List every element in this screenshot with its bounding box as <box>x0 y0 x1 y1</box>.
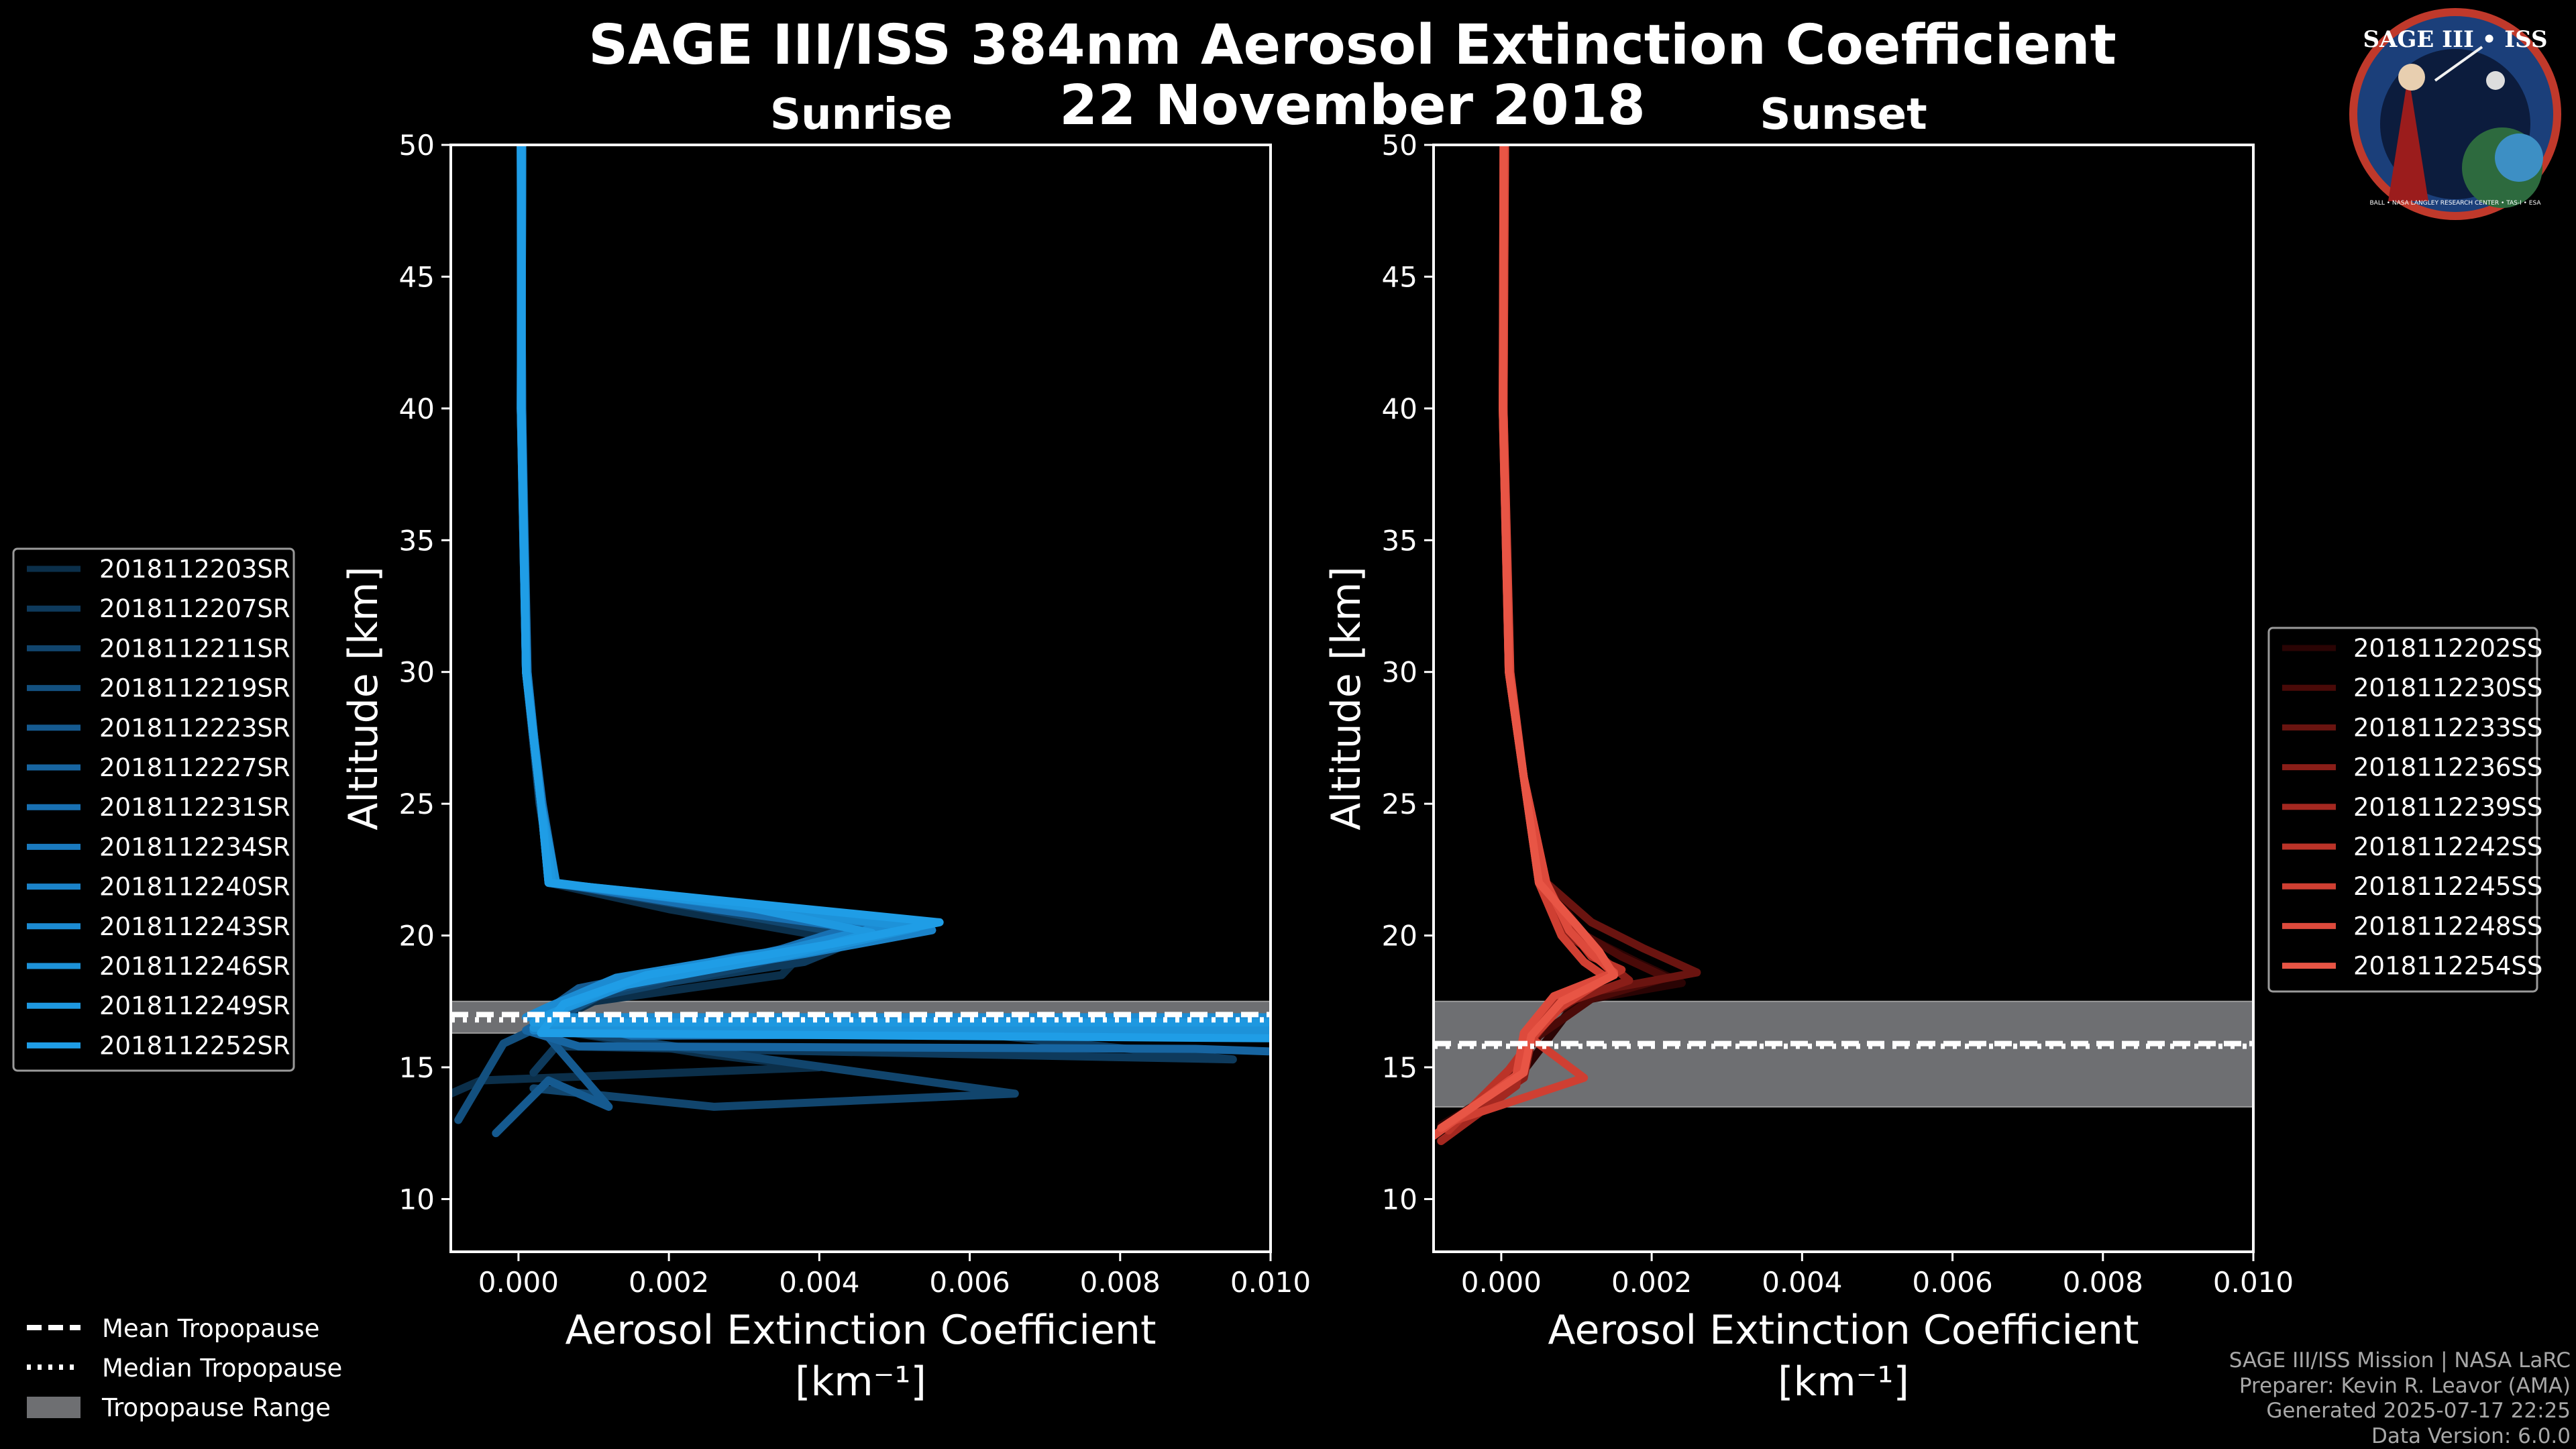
legend-label-2018112203SR: 2018112203SR <box>99 555 290 584</box>
legend-label-2018112245SS: 2018112245SS <box>2353 872 2542 901</box>
y-tick-label: 30 <box>1382 656 1417 689</box>
series-line-2018112245SS <box>1452 145 1611 1124</box>
panel-title-sunset: Sunset <box>1760 90 1927 140</box>
credit-generated: Generated 2025-07-17 22:25 <box>2266 1399 2571 1423</box>
credit-preparer: Preparer: Kevin R. Leavor (AMA) <box>2239 1374 2571 1398</box>
x-tick-label: 0.008 <box>1080 1266 1161 1299</box>
legend-label-2018112242SS: 2018112242SS <box>2353 833 2542 861</box>
legend-label-2018112246SR: 2018112246SR <box>99 952 290 981</box>
y-tick-label: 35 <box>1382 524 1417 557</box>
plot-frame <box>449 144 1272 1253</box>
chart-title-line2: 22 November 2018 <box>1059 74 1646 138</box>
legend-label-2018112219SR: 2018112219SR <box>99 674 290 703</box>
y-axis-label: Altitude [km] <box>340 566 387 830</box>
x-tick-label: 0.002 <box>1611 1266 1692 1299</box>
x-tick-label: 0.006 <box>929 1266 1010 1299</box>
sunrise-plot: 10 15 20 25 30 35 40 45 50 0.000 0.002 0.004 0.006 0.… <box>340 129 1311 1405</box>
x-tick-label: 0.010 <box>1230 1266 1311 1299</box>
x-tick-label: 0.004 <box>1762 1266 1842 1299</box>
legend-label-2018112211SR: 2018112211SR <box>99 634 290 663</box>
legend-label-2018112233SS: 2018112233SS <box>2353 713 2542 742</box>
median-tropopause-label: Median Tropopause <box>102 1354 342 1383</box>
logo-title: SAGE III • ISS <box>2363 26 2547 53</box>
credit-data-version: Data Version: 6.0.0 <box>2371 1424 2571 1448</box>
tropopause-range-label: Tropopause Range <box>101 1393 331 1422</box>
x-tick-label: 0.000 <box>1461 1266 1542 1299</box>
legend-label-2018112239SS: 2018112239SS <box>2353 793 2542 822</box>
mean-tropopause-label: Mean Tropopause <box>102 1314 320 1343</box>
x-tick-label: 0.008 <box>2063 1266 2143 1299</box>
x-tick-label: 0.004 <box>779 1266 859 1299</box>
x-tick-label: 0.002 <box>629 1266 709 1299</box>
y-tick-label: 45 <box>399 260 435 293</box>
plot-area <box>1434 145 2253 1145</box>
series-line-2018112243SR <box>517 145 1271 1022</box>
chart-title-line1: SAGE III/ISS 384nm Aerosol Extinction Co… <box>588 13 2116 77</box>
x-axis-units: [km⁻¹] <box>795 1358 926 1405</box>
x-tick-label: 0.010 <box>2213 1266 2294 1299</box>
sunrise-legend: 2018112203SR 2018112207SR 2018112211SR 2018… <box>12 547 295 1072</box>
legend-label-2018112230SS: 2018112230SS <box>2353 674 2542 702</box>
y-tick-label: 30 <box>399 656 435 689</box>
legend-label-2018112254SS: 2018112254SS <box>2353 952 2542 981</box>
legend-label-2018112227SR: 2018112227SR <box>99 753 290 782</box>
y-tick-label: 10 <box>1382 1183 1417 1216</box>
tropopause-range-band <box>1434 1000 2253 1108</box>
legend-label-2018112240SR: 2018112240SR <box>99 873 290 902</box>
legend-label-2018112231SR: 2018112231SR <box>99 793 290 822</box>
panel-title-sunrise: Sunrise <box>770 90 953 140</box>
x-axis-units: [km⁻¹] <box>1778 1358 1909 1405</box>
y-tick-label: 50 <box>399 129 435 162</box>
x-tick-label: 0.000 <box>478 1266 559 1299</box>
y-tick-label: 40 <box>399 392 435 425</box>
legend-label-2018112252SR: 2018112252SR <box>99 1031 290 1060</box>
y-tick-label: 25 <box>1382 788 1417 820</box>
plot-area <box>451 145 1271 1138</box>
series-line-2018112233SS <box>1452 145 1701 1127</box>
y-tick-label: 15 <box>399 1051 435 1084</box>
sage-iii-iss-logo: SAGE III • ISS BALL • NASA LANGLEY RESEA… <box>2349 8 2561 220</box>
legend-label-2018112248SS: 2018112248SS <box>2353 912 2542 941</box>
credit-mission: SAGE III/ISS Mission | NASA LaRC <box>2229 1348 2571 1373</box>
y-tick-label: 45 <box>1382 260 1417 293</box>
tropopause-range-swatch <box>27 1397 80 1418</box>
y-axis-label: Altitude [km] <box>1323 566 1370 830</box>
y-tick-label: 40 <box>1382 392 1417 425</box>
y-tick-label: 20 <box>1382 920 1417 953</box>
x-axis-label: Aerosol Extinction Coefficient <box>1548 1307 2139 1354</box>
y-tick-label: 10 <box>399 1183 435 1216</box>
legend-label-2018112234SR: 2018112234SR <box>99 833 290 861</box>
legend-label-2018112243SR: 2018112243SR <box>99 912 290 941</box>
sunset-plot: 10 15 20 25 30 35 40 45 50 0.000 0.002 0.004 0.006 0.… <box>1323 129 2294 1405</box>
legend-label-2018112207SR: 2018112207SR <box>99 594 290 623</box>
y-tick-label: 25 <box>399 788 435 820</box>
legend-label-2018112223SR: 2018112223SR <box>99 714 290 743</box>
x-tick-label: 0.006 <box>1912 1266 1992 1299</box>
series-line-2018112254SS <box>1437 145 1619 1132</box>
plot-frame <box>1432 144 2255 1253</box>
legend-label-2018112202SS: 2018112202SS <box>2353 634 2542 663</box>
y-tick-label: 50 <box>1382 129 1417 162</box>
legend-label-2018112249SR: 2018112249SR <box>99 991 290 1020</box>
sunset-legend: 2018112202SS 2018112230SS 2018112233SS 2018… <box>2267 627 2542 993</box>
series-line-2018112252SR <box>517 145 1271 1042</box>
x-axis-label: Aerosol Extinction Coefficient <box>566 1307 1157 1354</box>
y-tick-label: 20 <box>399 920 435 953</box>
credits: SAGE III/ISS Mission | NASA LaRC Prepare… <box>2229 1348 2571 1448</box>
y-tick-label: 35 <box>399 524 435 557</box>
y-tick-label: 15 <box>1382 1051 1417 1084</box>
legend-label-2018112236SS: 2018112236SS <box>2353 753 2542 782</box>
tropopause-legend: Mean Tropopause Median Tropopause Tropop… <box>27 1314 342 1422</box>
logo-ring-text: BALL • NASA LANGLEY RESEARCH CENTER • TA… <box>2369 200 2541 207</box>
